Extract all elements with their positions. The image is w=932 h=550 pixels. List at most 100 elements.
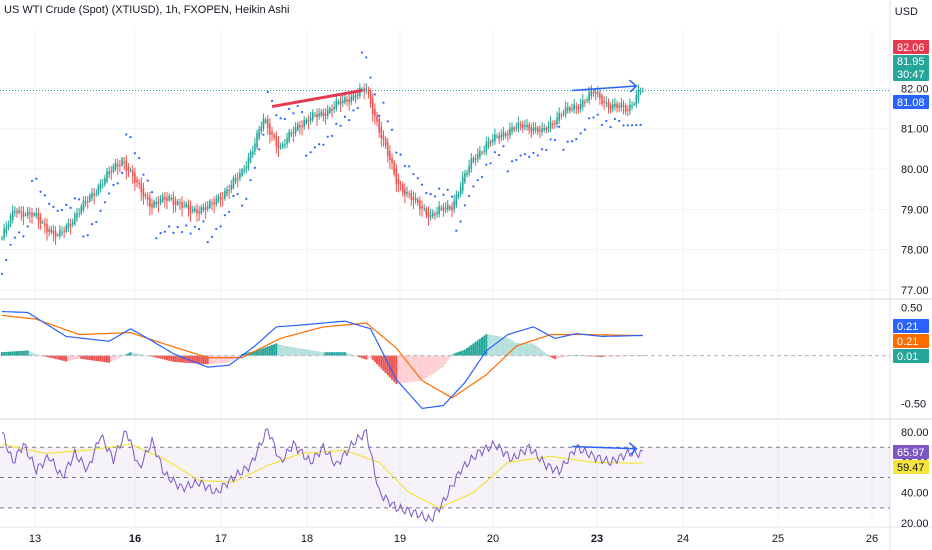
- candle: [500, 129, 503, 142]
- candle-body: [262, 118, 265, 129]
- candle: [519, 121, 522, 131]
- sar-dot: [198, 227, 201, 231]
- candle: [401, 181, 404, 197]
- macd-hist-bar: [33, 353, 36, 356]
- macd-hist-bar: [586, 355, 589, 357]
- candle-body: [31, 212, 33, 218]
- candle-body: [534, 127, 537, 131]
- candle-body: [71, 222, 74, 225]
- sar-dot: [185, 224, 188, 227]
- candle: [511, 122, 513, 135]
- candle: [592, 89, 595, 97]
- candle-body: [286, 138, 288, 145]
- macd-hist-bar: [258, 349, 261, 356]
- macd-hist-bar: [277, 344, 280, 356]
- macd-hist-bar: [560, 355, 563, 358]
- macd-hist-bar: [157, 355, 160, 359]
- price-tick-label: 81.00: [901, 124, 929, 136]
- candle-body: [153, 201, 155, 208]
- candle: [581, 94, 584, 111]
- candle-body: [631, 105, 633, 108]
- candle-body: [311, 112, 314, 120]
- candle: [204, 201, 207, 219]
- candle-body: [622, 105, 625, 107]
- candle-body: [517, 122, 520, 129]
- macd-hist-bar: [551, 355, 554, 359]
- macd-hist-bar: [151, 355, 154, 357]
- macd-hist-bar: [31, 352, 34, 356]
- candle: [618, 102, 620, 113]
- candle: [224, 187, 226, 201]
- candle-body: [459, 187, 462, 195]
- macd-hist-bar: [65, 355, 68, 362]
- sar-dot: [570, 140, 574, 143]
- sar-dot: [519, 154, 522, 157]
- candle-body: [348, 99, 350, 103]
- candle-body: [536, 127, 539, 133]
- macd-hist-bar: [408, 355, 411, 383]
- macd-hist-bar: [598, 355, 601, 357]
- sar-dot: [330, 134, 334, 137]
- candle-body: [549, 121, 552, 129]
- macd-hist-bar: [262, 347, 265, 356]
- candle-body: [577, 106, 580, 110]
- candle: [631, 100, 633, 111]
- candle-body: [228, 190, 230, 192]
- candle-body: [485, 142, 488, 152]
- candle: [556, 111, 558, 128]
- macd-hist-bar: [343, 352, 346, 356]
- candle: [288, 128, 290, 144]
- candle-body: [521, 123, 524, 129]
- candle-body: [16, 211, 18, 214]
- candle: [123, 156, 125, 171]
- candle-body: [191, 209, 194, 212]
- macd-tick-label: -0.50: [901, 399, 926, 411]
- sar-dot: [52, 205, 55, 208]
- macd-hist-bar: [166, 355, 169, 361]
- candle: [31, 207, 33, 224]
- macd-hist-bar: [609, 355, 612, 357]
- macd-line: [1, 310, 643, 410]
- sar-dot: [395, 151, 398, 154]
- candle: [14, 206, 16, 217]
- candle: [56, 233, 59, 237]
- candle-body: [179, 202, 181, 204]
- macd-hist-bar: [358, 355, 361, 358]
- macd-hist-bar: [517, 343, 520, 356]
- trendline-red: [271, 88, 363, 109]
- sar-dot: [352, 109, 355, 112]
- macd-hist-bar: [22, 350, 25, 356]
- candle: [80, 203, 83, 216]
- candle: [386, 138, 389, 163]
- candle: [616, 100, 618, 113]
- macd-hist-bar: [431, 355, 434, 374]
- candle: [48, 226, 50, 237]
- price-tick-label: 82.00: [901, 83, 929, 95]
- sar-dot: [116, 182, 119, 185]
- candle-body: [20, 211, 23, 213]
- candle: [187, 199, 190, 217]
- candle: [215, 194, 218, 207]
- macd-hist-bar: [504, 337, 507, 356]
- macd-hist-bar: [7, 351, 10, 356]
- sar-dot: [270, 99, 274, 103]
- macd-hist-bar: [361, 355, 364, 359]
- signal-tag-text: 0.21: [897, 336, 918, 348]
- sar-dot: [56, 209, 59, 212]
- candle-body: [176, 200, 179, 205]
- macd-hist-bar: [108, 355, 111, 363]
- sar-dot: [288, 107, 291, 110]
- sar-dot: [258, 148, 261, 151]
- sar-dot: [592, 116, 595, 119]
- macd-hist-bar: [236, 355, 239, 357]
- candle-body: [301, 125, 303, 127]
- candle-body: [159, 198, 162, 203]
- candle: [7, 220, 10, 231]
- candle-body: [329, 108, 331, 113]
- sar-tag-bg: [893, 95, 929, 109]
- candle: [459, 182, 462, 198]
- candle: [275, 131, 278, 154]
- macd-hist-bar: [418, 355, 421, 381]
- macd-hist-bar: [397, 355, 400, 384]
